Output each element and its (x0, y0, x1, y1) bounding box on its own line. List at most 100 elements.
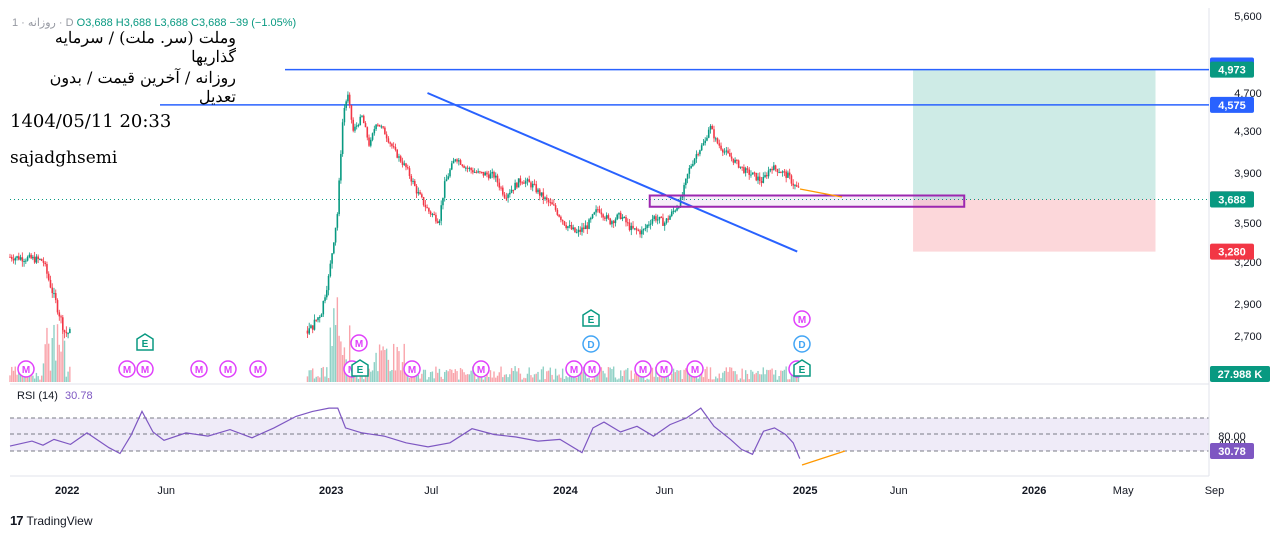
event-m[interactable]: M (350, 334, 368, 352)
event-m[interactable]: M (118, 360, 136, 378)
event-e[interactable]: E (793, 359, 811, 377)
event-markers[interactable]: MMMMMMMMMMMMMMMEEEMEDMD (17, 309, 811, 378)
event-m[interactable]: M (249, 360, 267, 378)
long-position-tool[interactable] (913, 69, 1156, 252)
volume-bar (35, 372, 38, 382)
volume-bar (514, 366, 516, 382)
volume-bar (459, 367, 462, 382)
event-m[interactable]: M (686, 360, 704, 378)
rsi-value-box[interactable] (1210, 443, 1254, 459)
event-e[interactable]: E (582, 309, 600, 327)
event-letter: M (141, 365, 149, 376)
time-tick-label: 2024 (553, 485, 578, 497)
volume-bar (472, 366, 474, 382)
candle-body (496, 175, 499, 183)
volume-bar (553, 379, 555, 382)
volume-label-box[interactable] (1210, 366, 1270, 382)
volume-bar (533, 374, 536, 382)
volume-bar (326, 367, 328, 382)
event-m[interactable]: M (403, 360, 421, 378)
brand-name: TradingView (26, 513, 93, 528)
candle-body (26, 257, 29, 261)
candle-body (341, 122, 344, 154)
event-letter: M (798, 315, 806, 326)
volume-bar (18, 366, 20, 382)
volume-bar (394, 370, 397, 382)
event-d[interactable]: D (793, 335, 811, 353)
volume-bar (540, 369, 543, 382)
candle-body (318, 317, 321, 319)
stop-zone[interactable] (913, 199, 1156, 252)
candle-body (62, 317, 64, 331)
candle-body (44, 262, 46, 265)
volume-bar (377, 371, 379, 382)
price-divergence-arrow[interactable] (799, 188, 843, 198)
volume-bar (760, 374, 763, 382)
event-m[interactable]: M (472, 360, 490, 378)
volume-bar (496, 375, 499, 382)
event-m[interactable]: M (583, 360, 601, 378)
candle-body (507, 194, 509, 198)
tradingview-brand[interactable]: 17 TradingView (10, 513, 93, 528)
price-label-box[interactable] (1210, 243, 1254, 260)
candle-body (334, 227, 337, 243)
event-m[interactable]: M (17, 360, 35, 378)
rsi-divergence-arrow[interactable] (801, 450, 846, 466)
target-zone[interactable] (913, 69, 1156, 200)
event-m[interactable]: M (793, 310, 811, 328)
price-label-box[interactable] (1210, 96, 1254, 113)
volume-bar (722, 372, 724, 382)
candle-body (317, 317, 319, 321)
candle-body (357, 125, 360, 127)
rsi-legend[interactable]: RSI (14) 30.78 (17, 390, 93, 402)
candle-body (324, 297, 326, 301)
trendline-down[interactable] (427, 92, 798, 253)
candle-body (586, 225, 589, 229)
trendline[interactable] (427, 92, 798, 253)
candle-body (626, 222, 629, 224)
candle-body (658, 216, 661, 220)
event-e[interactable]: E (136, 333, 154, 351)
candle-body (30, 254, 32, 259)
price-label-box[interactable] (1210, 61, 1254, 78)
candle-body (607, 215, 610, 219)
event-m[interactable]: M (136, 360, 154, 378)
event-d[interactable]: D (582, 335, 600, 353)
candle-body (463, 166, 465, 168)
candle-body (702, 142, 705, 146)
price-label-box[interactable] (1210, 191, 1254, 208)
candle-body (421, 194, 423, 198)
support-zone[interactable] (648, 194, 966, 208)
event-m[interactable]: M (219, 360, 237, 378)
volume-bar (442, 378, 444, 382)
time-axis[interactable]: 2022 Jun 2023 Jul 2024 Jun 2025 Jun 2026 May Sep (55, 485, 1224, 497)
divergence-arrows[interactable] (799, 188, 846, 466)
purple-zone-rect[interactable] (648, 194, 966, 208)
volume-bar (672, 368, 675, 382)
volume-bar (424, 369, 427, 382)
event-e[interactable]: E (351, 359, 369, 377)
earnings-icon (351, 359, 369, 377)
volume-bar (752, 371, 754, 382)
volume-bar (723, 371, 726, 382)
candle-body (422, 197, 425, 205)
horizontal-lines[interactable] (10, 68, 1209, 200)
volume-bar (489, 370, 492, 382)
volume-bar (780, 370, 782, 382)
volume-bar (600, 367, 603, 382)
news-icon (219, 360, 237, 378)
volume-bar (708, 378, 710, 382)
price-axis[interactable]: 5,6004,7004,3003,9003,5003,2002,9002,700… (1210, 11, 1270, 382)
volume-bar (331, 345, 333, 382)
candle-body (396, 149, 398, 158)
event-m[interactable]: M (655, 360, 673, 378)
event-m[interactable]: M (565, 360, 583, 378)
candle-body (366, 127, 369, 138)
event-m[interactable]: M (634, 360, 652, 378)
candle-body (707, 129, 710, 138)
candle-body (429, 211, 432, 215)
event-m[interactable]: M (190, 360, 208, 378)
candle-body (681, 195, 684, 198)
